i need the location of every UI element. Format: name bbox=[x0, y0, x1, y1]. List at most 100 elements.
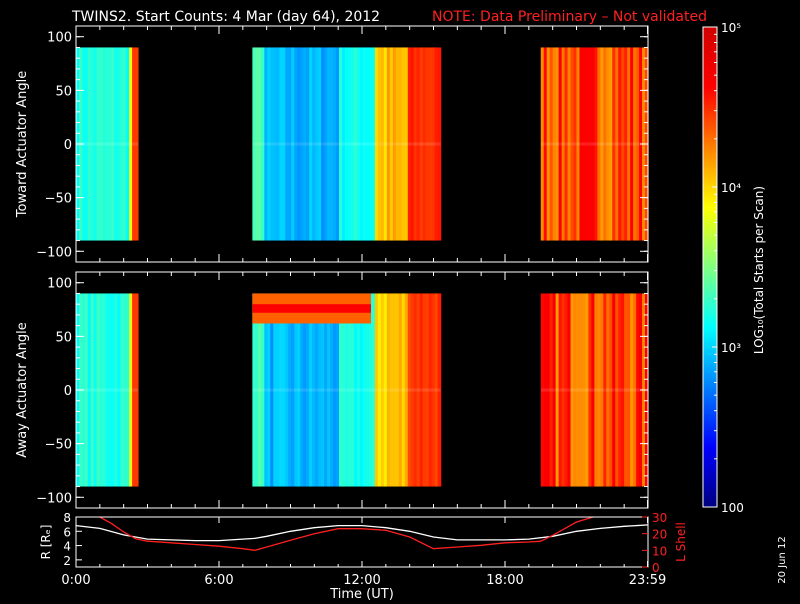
heat-column bbox=[291, 47, 295, 241]
heat-column bbox=[633, 47, 637, 241]
heat-column bbox=[555, 293, 560, 487]
heat-column bbox=[615, 47, 619, 241]
heat-column bbox=[117, 293, 121, 487]
high-angle-band bbox=[252, 304, 371, 313]
data-segment bbox=[252, 293, 442, 487]
heat-column bbox=[368, 293, 373, 487]
heat-column bbox=[407, 293, 412, 487]
heat-column bbox=[624, 47, 628, 241]
heat-column bbox=[567, 47, 572, 241]
ylabel-away: Away Actuator Angle bbox=[15, 322, 30, 457]
heat-column bbox=[273, 293, 277, 487]
heat-column bbox=[315, 293, 319, 487]
heat-column bbox=[132, 293, 136, 487]
heat-column bbox=[603, 47, 607, 241]
heat-column bbox=[327, 47, 331, 241]
heat-column bbox=[90, 293, 95, 487]
heat-column bbox=[270, 293, 274, 487]
heat-column bbox=[306, 293, 310, 487]
heat-column bbox=[540, 293, 545, 487]
heat-column bbox=[255, 293, 259, 487]
heat-column bbox=[636, 47, 640, 241]
heat-column bbox=[579, 293, 584, 487]
heat-column bbox=[285, 293, 289, 487]
heat-column bbox=[561, 47, 566, 241]
heat-column bbox=[564, 293, 569, 487]
heat-column bbox=[282, 293, 286, 487]
heat-column bbox=[309, 293, 313, 487]
heat-column bbox=[630, 293, 634, 487]
heat-column bbox=[597, 293, 601, 487]
heat-column bbox=[318, 293, 322, 487]
heat-column bbox=[261, 293, 265, 487]
y-tick-label: −100 bbox=[36, 245, 72, 260]
heat-column bbox=[431, 293, 436, 487]
heat-column bbox=[582, 47, 587, 241]
heat-column bbox=[594, 47, 598, 241]
heat-column bbox=[99, 47, 104, 241]
heat-column bbox=[288, 293, 292, 487]
heat-column bbox=[374, 47, 379, 241]
heat-column bbox=[129, 47, 133, 241]
heat-column bbox=[564, 47, 569, 241]
lshell-line bbox=[99, 517, 594, 551]
left-tick-label: 4 bbox=[63, 540, 71, 554]
heat-column bbox=[108, 293, 113, 487]
ylabel-toward: Toward Actuator Angle bbox=[15, 71, 30, 218]
heat-column bbox=[437, 293, 442, 487]
heat-column bbox=[353, 47, 358, 241]
heat-column bbox=[261, 47, 265, 241]
heat-column bbox=[543, 293, 548, 487]
heat-column bbox=[546, 47, 551, 241]
away-angle-panel: 100 50 0 −50 −100 bbox=[36, 271, 649, 509]
zero-angle-band bbox=[252, 142, 441, 146]
heat-column bbox=[102, 47, 107, 241]
heat-column bbox=[120, 47, 124, 241]
heat-column bbox=[434, 47, 439, 241]
heat-column bbox=[621, 293, 625, 487]
heat-column bbox=[359, 293, 364, 487]
heat-column bbox=[273, 47, 277, 241]
heat-column bbox=[600, 47, 604, 241]
zero-angle-band bbox=[76, 142, 138, 146]
heat-column bbox=[135, 47, 139, 241]
heat-column bbox=[618, 47, 622, 241]
heat-column bbox=[383, 47, 388, 241]
heat-column bbox=[276, 47, 280, 241]
heat-column bbox=[93, 293, 98, 487]
heat-column bbox=[345, 293, 349, 487]
heat-column bbox=[362, 47, 367, 241]
heat-column bbox=[342, 293, 346, 487]
heat-column bbox=[312, 293, 316, 487]
heat-column bbox=[356, 293, 361, 487]
heat-column bbox=[333, 47, 337, 241]
heat-column bbox=[404, 47, 409, 241]
heat-column bbox=[96, 293, 101, 487]
heat-column bbox=[330, 47, 334, 241]
heat-column bbox=[111, 293, 115, 487]
heat-column bbox=[389, 47, 394, 241]
y-tick-label: −50 bbox=[45, 192, 72, 207]
heat-column bbox=[386, 293, 391, 487]
heat-column bbox=[386, 47, 391, 241]
heat-column bbox=[114, 47, 118, 241]
heat-column bbox=[422, 293, 427, 487]
x-tick-label: 0:00 bbox=[61, 573, 90, 588]
heat-column bbox=[96, 47, 101, 241]
heat-column bbox=[600, 293, 604, 487]
xlabel-time: Time (UT) bbox=[329, 587, 394, 600]
heat-column bbox=[108, 47, 113, 241]
heat-column bbox=[252, 293, 256, 487]
heat-column bbox=[362, 293, 367, 487]
heat-column bbox=[398, 47, 403, 241]
heat-column bbox=[117, 47, 121, 241]
colorbar-tick-label: 10³ bbox=[721, 341, 741, 355]
heat-column bbox=[425, 293, 430, 487]
heat-column bbox=[276, 293, 280, 487]
data-segment bbox=[76, 293, 139, 487]
heat-column bbox=[380, 47, 385, 241]
heat-column bbox=[428, 293, 433, 487]
data-segment bbox=[540, 47, 649, 241]
